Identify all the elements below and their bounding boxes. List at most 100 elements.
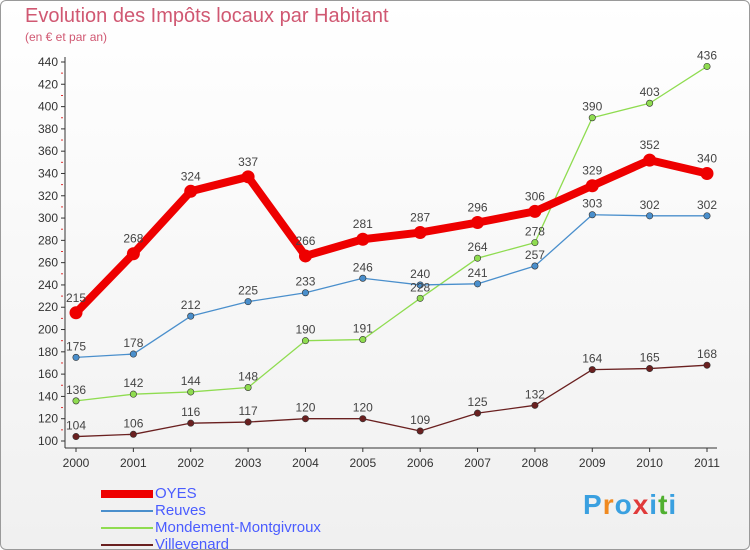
logo-letter: i xyxy=(649,489,659,520)
data-point xyxy=(301,415,309,423)
data-point xyxy=(241,170,255,184)
data-label: 436 xyxy=(697,48,717,62)
data-label: 403 xyxy=(640,85,660,99)
data-label: 225 xyxy=(238,284,258,298)
data-label: 306 xyxy=(525,189,545,203)
y-tick-label: 100 xyxy=(38,434,58,448)
data-label: 191 xyxy=(353,322,373,336)
data-label: 324 xyxy=(181,169,201,183)
data-point xyxy=(244,383,252,391)
data-point xyxy=(359,274,367,282)
x-tick-label: 2004 xyxy=(292,456,319,470)
data-point xyxy=(244,298,252,306)
legend: OYES Reuves Mondement-Montgivroux Villevena… xyxy=(101,485,321,549)
data-point xyxy=(416,294,424,302)
logo-letter: o xyxy=(614,489,633,520)
data-label: 241 xyxy=(468,266,488,280)
data-point xyxy=(528,204,542,218)
data-label: 175 xyxy=(66,339,86,353)
data-label: 178 xyxy=(123,336,143,350)
axes xyxy=(61,57,717,452)
data-label: 144 xyxy=(181,374,201,388)
x-tick-label: 2007 xyxy=(464,456,491,470)
data-label: 164 xyxy=(582,352,602,366)
y-tick-label: 160 xyxy=(38,367,58,381)
y-tick-label: 260 xyxy=(38,256,58,270)
x-tick-label: 2005 xyxy=(349,456,376,470)
data-labels: 104 106 116 117 120 120 109 125 132 164 165 168 136 1… xyxy=(66,48,717,432)
data-point xyxy=(643,153,657,167)
data-label: 168 xyxy=(697,347,717,361)
x-tick-label: 2010 xyxy=(636,456,663,470)
y-tick-label: 140 xyxy=(38,389,58,403)
data-point xyxy=(646,99,654,107)
data-point xyxy=(474,254,482,262)
legend-item: Reuves xyxy=(101,502,321,519)
y-tick-label: 300 xyxy=(38,211,58,225)
y-tick-label: 120 xyxy=(38,412,58,426)
data-label: 165 xyxy=(640,351,660,365)
x-tick-label: 2006 xyxy=(407,456,434,470)
data-label: 120 xyxy=(353,401,373,415)
data-point xyxy=(129,390,137,398)
data-label: 109 xyxy=(410,413,430,427)
data-label: 281 xyxy=(353,217,373,231)
y-tick-label: 180 xyxy=(38,345,58,359)
data-point xyxy=(301,289,309,297)
x-tick-label: 2009 xyxy=(579,456,606,470)
legend-label: Mondement-Montgivroux xyxy=(155,519,321,536)
data-label: 266 xyxy=(295,234,315,248)
legend-item: OYES xyxy=(101,485,321,502)
data-point xyxy=(187,419,195,427)
x-tick-label: 2003 xyxy=(235,456,262,470)
logo-letter: i xyxy=(668,489,678,520)
data-point xyxy=(72,433,80,441)
data-point xyxy=(588,366,596,374)
data-label: 268 xyxy=(123,232,143,246)
data-label: 257 xyxy=(525,248,545,262)
data-label: 302 xyxy=(697,198,717,212)
data-point xyxy=(69,306,83,320)
data-point xyxy=(129,350,137,358)
data-point xyxy=(474,280,482,288)
legend-label: Reuves xyxy=(155,502,206,519)
data-point xyxy=(356,232,370,246)
data-point xyxy=(187,312,195,320)
data-point xyxy=(703,212,711,220)
data-point xyxy=(588,211,596,219)
data-label: 132 xyxy=(525,387,545,401)
data-point xyxy=(646,212,654,220)
data-point xyxy=(703,62,711,70)
x-tick-label: 2002 xyxy=(177,456,204,470)
data-label: 329 xyxy=(582,164,602,178)
logo-letter: x xyxy=(632,489,650,520)
data-point xyxy=(703,361,711,369)
data-label: 302 xyxy=(640,198,660,212)
data-label: 296 xyxy=(468,201,488,215)
data-point xyxy=(72,353,80,361)
legend-item: Villevenard xyxy=(101,536,321,549)
logo-letter: r xyxy=(602,489,615,520)
data-point xyxy=(416,281,424,289)
data-point xyxy=(531,262,539,270)
legend-swatch xyxy=(101,526,153,529)
legend-swatch xyxy=(101,509,153,512)
data-label: 148 xyxy=(238,369,258,383)
y-tick-label: 420 xyxy=(38,77,58,91)
data-point xyxy=(72,397,80,405)
data-label: 215 xyxy=(66,291,86,305)
proxiti-logo: Proxiti xyxy=(583,489,677,521)
data-label: 340 xyxy=(697,151,717,165)
series-line-mondement-montgivroux xyxy=(75,65,708,402)
series-points xyxy=(69,62,714,441)
data-label: 142 xyxy=(123,376,143,390)
data-point xyxy=(187,388,195,396)
x-tick-label: 2011 xyxy=(694,456,720,470)
data-label: 246 xyxy=(353,260,373,274)
data-point xyxy=(126,247,140,261)
series-line-villevenard xyxy=(75,364,708,438)
data-point xyxy=(474,409,482,417)
series-line-oyes xyxy=(72,156,711,317)
y-tick-label: 240 xyxy=(38,278,58,292)
